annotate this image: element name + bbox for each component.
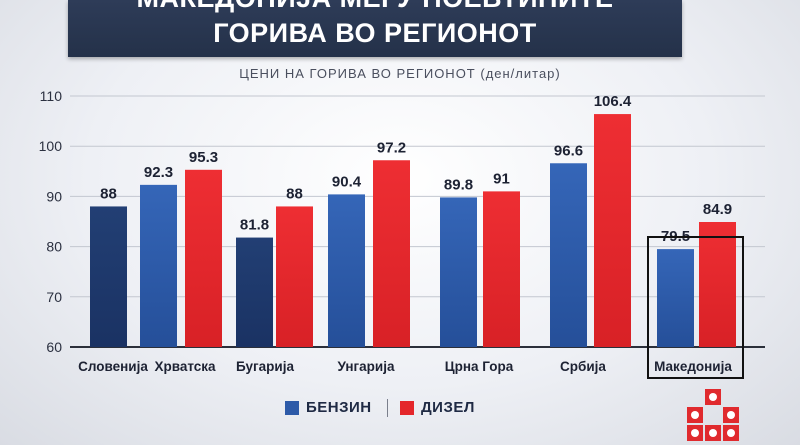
x-tick-label: Бугарија bbox=[236, 359, 294, 374]
chart-title: ЦЕНИ НА ГОРИВА ВО РЕГИОНОТ (ден/литар) bbox=[239, 66, 561, 81]
data-label: 89.8 bbox=[444, 176, 473, 193]
bar-benzin bbox=[550, 163, 587, 347]
bar-benzin bbox=[236, 237, 273, 347]
data-label: 97.2 bbox=[377, 139, 406, 156]
bar-dizel bbox=[185, 169, 222, 347]
y-tick-label: 110 bbox=[40, 88, 63, 104]
chart-legend: БЕНЗИН ДИЗЕЛ bbox=[270, 397, 530, 419]
brand-logo-icon bbox=[684, 388, 744, 445]
x-tick-label: Унгарија bbox=[338, 359, 395, 374]
y-tick-label: 100 bbox=[39, 138, 63, 154]
bar-dizel bbox=[276, 206, 313, 347]
x-tick-label: Хрватска bbox=[154, 359, 216, 374]
data-label: 90.4 bbox=[332, 173, 362, 190]
x-tick-label: Словенија bbox=[78, 359, 148, 374]
highlight-box bbox=[647, 236, 744, 379]
data-label: 88 bbox=[286, 185, 303, 202]
data-label: 95.3 bbox=[189, 149, 218, 166]
bar-benzin bbox=[657, 249, 694, 347]
bar-dizel bbox=[373, 160, 410, 347]
bar-dizel bbox=[699, 222, 736, 347]
data-label: 88 bbox=[100, 185, 117, 202]
legend-label-benzin: БЕНЗИН bbox=[306, 399, 372, 416]
legend-swatch-dizel bbox=[400, 401, 414, 415]
data-label: 96.6 bbox=[554, 142, 583, 159]
legend-divider bbox=[387, 399, 388, 417]
x-tick-label: Македонија bbox=[654, 359, 732, 374]
data-label: 106.4 bbox=[594, 93, 632, 110]
x-tick-label: Србија bbox=[560, 359, 606, 374]
bar-dizel bbox=[594, 114, 631, 348]
y-tick-label: 80 bbox=[46, 239, 62, 255]
title-line-1: МАКЕДОНИЈА МЕЃУ ПОЕВТИНИТЕ bbox=[68, 0, 682, 14]
data-label: 91 bbox=[493, 170, 510, 187]
bar-benzin bbox=[90, 206, 127, 347]
x-tick-label: Црна Гора bbox=[445, 359, 514, 374]
data-label: 81.8 bbox=[240, 217, 269, 234]
legend-swatch-benzin bbox=[285, 401, 299, 415]
title-banner: МАКЕДОНИЈА МЕЃУ ПОЕВТИНИТЕ ГОРИВА ВО РЕГ… bbox=[68, 0, 682, 57]
title-line-2: ГОРИВА ВО РЕГИОНОТ bbox=[213, 18, 537, 48]
data-label: 92.3 bbox=[144, 164, 173, 181]
y-tick-label: 60 bbox=[46, 339, 62, 355]
bar-benzin bbox=[440, 197, 477, 347]
bar-benzin bbox=[328, 194, 365, 347]
data-label: 84.9 bbox=[703, 201, 732, 218]
bar-benzin bbox=[140, 184, 177, 347]
y-tick-label: 90 bbox=[46, 188, 62, 204]
y-tick-label: 70 bbox=[46, 289, 62, 305]
bar-dizel bbox=[483, 191, 520, 347]
legend-label-dizel: ДИЗЕЛ bbox=[421, 399, 475, 416]
